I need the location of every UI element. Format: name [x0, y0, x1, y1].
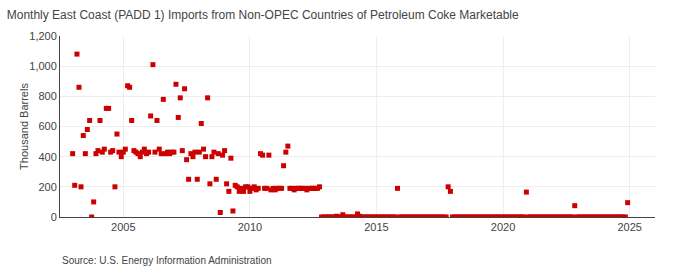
svg-text:2005: 2005: [111, 221, 135, 233]
svg-text:Monthly East Coast (PADD 1) Im: Monthly East Coast (PADD 1) Imports from…: [7, 8, 519, 22]
svg-text:1,200: 1,200: [29, 30, 57, 42]
svg-text:0: 0: [51, 211, 57, 223]
svg-text:2025: 2025: [617, 221, 641, 233]
svg-text:800: 800: [38, 90, 56, 102]
svg-text:1,000: 1,000: [29, 60, 57, 72]
svg-text:2020: 2020: [491, 221, 515, 233]
svg-text:2010: 2010: [238, 221, 262, 233]
svg-text:Source: U.S. Energy Informatio: Source: U.S. Energy Information Administ…: [62, 255, 272, 266]
svg-text:2015: 2015: [364, 221, 388, 233]
svg-text:Thousand Barrels: Thousand Barrels: [18, 83, 30, 170]
svg-text:400: 400: [38, 151, 56, 163]
svg-text:200: 200: [38, 181, 56, 193]
svg-text:600: 600: [38, 120, 56, 132]
